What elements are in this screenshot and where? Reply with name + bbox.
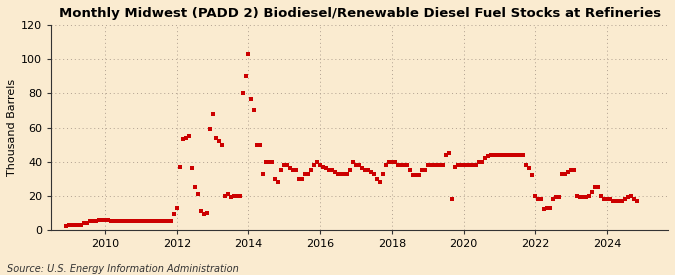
Title: Monthly Midwest (PADD 2) Biodiesel/Renewable Diesel Fuel Stocks at Refineries: Monthly Midwest (PADD 2) Biodiesel/Renew… — [59, 7, 661, 20]
Y-axis label: Thousand Barrels: Thousand Barrels — [7, 79, 17, 176]
Text: Source: U.S. Energy Information Administration: Source: U.S. Energy Information Administ… — [7, 264, 238, 274]
